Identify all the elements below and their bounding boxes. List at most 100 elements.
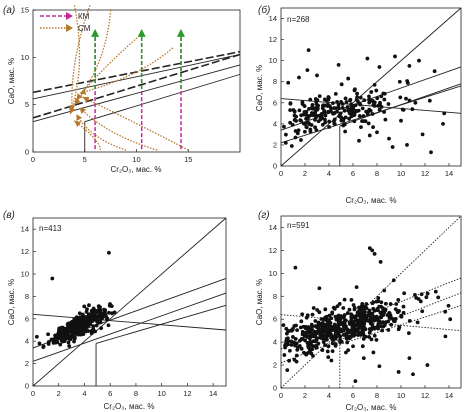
y-tick-label: 14 xyxy=(269,223,277,232)
data-point xyxy=(382,110,386,114)
data-point xyxy=(283,342,288,347)
scatter-points-b xyxy=(282,48,447,155)
data-point xyxy=(60,327,65,332)
data-point xyxy=(289,144,294,148)
cm-arrowhead xyxy=(79,88,87,95)
cm-trend-line xyxy=(75,33,143,101)
data-point xyxy=(51,341,56,345)
data-point xyxy=(374,338,379,342)
plot-frame-a xyxy=(32,9,241,153)
data-point xyxy=(370,301,375,306)
data-point xyxy=(341,118,346,123)
data-point xyxy=(420,309,425,314)
data-point xyxy=(67,336,72,341)
data-point xyxy=(413,292,417,297)
data-point xyxy=(316,325,321,330)
x-axis-label-a: Cr₂O₃, мас. % xyxy=(111,165,162,174)
data-point xyxy=(383,301,388,306)
x-tick-label: 6 xyxy=(108,389,112,398)
cm-arrowhead xyxy=(74,120,82,127)
data-point xyxy=(355,91,359,96)
data-point xyxy=(371,306,376,311)
data-point xyxy=(304,334,309,339)
y-tick-label: 0 xyxy=(273,162,277,171)
data-point xyxy=(81,324,86,329)
y-tick-label: 10 xyxy=(21,270,29,279)
data-point xyxy=(336,62,341,67)
data-point xyxy=(288,108,293,113)
data-point xyxy=(375,130,379,135)
data-point xyxy=(355,95,360,100)
data-point xyxy=(329,358,334,363)
data-point xyxy=(314,100,319,104)
data-point xyxy=(333,314,338,319)
data-point xyxy=(396,370,401,374)
data-point xyxy=(365,313,370,318)
data-point xyxy=(393,307,398,312)
data-point xyxy=(443,309,448,314)
data-point xyxy=(67,344,72,348)
data-point xyxy=(283,140,288,145)
data-point xyxy=(342,316,346,320)
data-point xyxy=(294,353,299,358)
data-point xyxy=(89,314,94,319)
x-ticks-a: 0 5 10 15 xyxy=(31,149,192,164)
data-point xyxy=(415,320,420,325)
data-point xyxy=(50,276,55,281)
cm-trend-line xyxy=(73,9,112,106)
x-tick-label: 6 xyxy=(351,169,355,178)
data-point xyxy=(331,337,336,342)
data-point xyxy=(315,308,320,312)
x-tick-label: 4 xyxy=(327,391,331,400)
data-point xyxy=(391,278,396,283)
data-point xyxy=(407,98,412,103)
data-point xyxy=(91,306,96,311)
data-point xyxy=(290,327,295,332)
x-tick-label: 14 xyxy=(209,389,217,398)
data-point xyxy=(360,344,365,349)
reference-line-5 xyxy=(339,83,462,127)
data-point xyxy=(66,340,71,345)
data-point xyxy=(348,98,352,103)
y-tick-label: 4 xyxy=(25,337,29,346)
data-point xyxy=(314,115,318,120)
data-point xyxy=(309,341,313,345)
data-point xyxy=(360,326,365,331)
km-arrowhead xyxy=(91,28,100,37)
data-point xyxy=(379,94,384,99)
data-point xyxy=(288,101,293,106)
reference-line-5 xyxy=(339,305,462,345)
reference-line-1 xyxy=(32,50,241,94)
data-point xyxy=(300,332,305,337)
data-point xyxy=(379,300,384,305)
y-axis-label-b: CaO, мас. % xyxy=(255,65,264,111)
data-point xyxy=(357,114,362,118)
data-point xyxy=(309,123,314,127)
x-axis-label-b: Cr₂O₃, мас. % xyxy=(346,196,397,205)
data-point xyxy=(336,317,341,322)
x-axis-label-c: Cr₂O₃, мас. % xyxy=(104,402,155,411)
data-point xyxy=(287,348,292,353)
data-point xyxy=(286,336,290,341)
data-point xyxy=(425,291,430,296)
data-point xyxy=(95,316,100,321)
data-point xyxy=(350,108,355,112)
data-point xyxy=(342,327,347,332)
data-point xyxy=(81,319,85,324)
reference-line-4 xyxy=(32,292,227,362)
data-point xyxy=(322,110,326,115)
y-tick-label: 14 xyxy=(269,14,277,23)
data-point xyxy=(302,104,307,108)
data-point xyxy=(289,342,294,347)
data-point xyxy=(46,332,50,337)
data-point xyxy=(345,340,350,345)
cm-trend-line xyxy=(79,107,158,151)
data-point xyxy=(358,322,362,326)
y-tick-label: 0 xyxy=(25,382,29,391)
data-point xyxy=(89,329,94,334)
data-point xyxy=(332,117,337,122)
x-tick-label: 0 xyxy=(31,155,35,164)
data-point xyxy=(326,355,331,360)
data-point xyxy=(316,341,321,346)
x-tick-label: 8 xyxy=(375,169,379,178)
